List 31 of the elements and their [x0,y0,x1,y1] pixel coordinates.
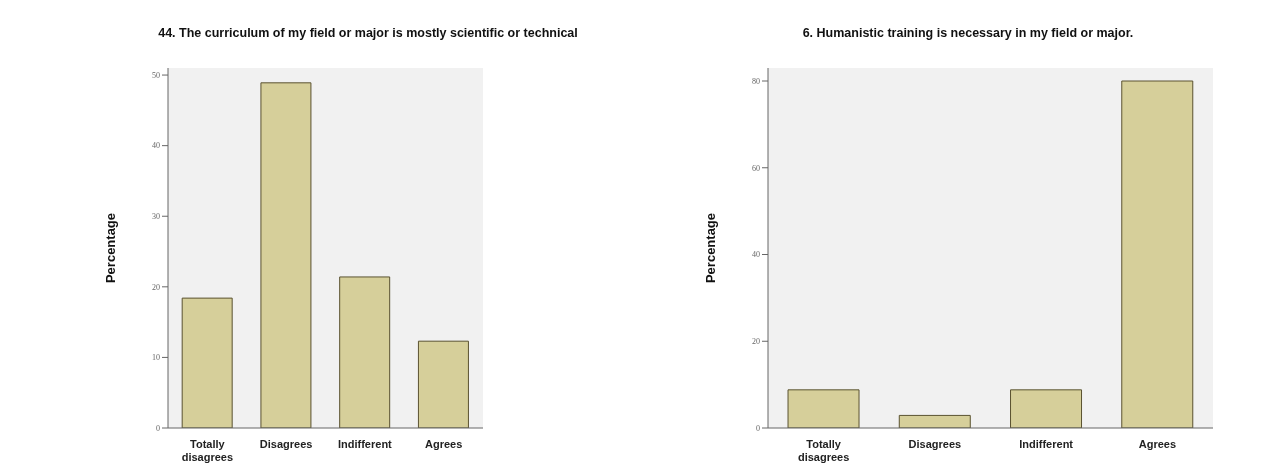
y-tick-label: 40 [152,141,160,151]
chart-title: 6. Humanistic training is necessary in my field or major. [801,26,1135,40]
bar [1010,389,1083,428]
bar [339,276,391,428]
chart-title: 44. The curriculum of my field or major is mostly scientific or technical [157,26,579,40]
bar [1121,80,1194,428]
y-tick-label: 40 [752,250,760,260]
x-tick-label: Totally disagrees [797,438,850,463]
x-tick-label: Disagrees [259,438,313,450]
y-tick-label: 10 [152,353,160,363]
y-axis-title: Percentage [102,212,118,284]
y-axis-title: Percentage [702,212,718,284]
y-tick-label: 80 [752,76,760,86]
y-tick-label: 30 [152,212,160,222]
bar [417,340,469,428]
x-tick-label: Agrees [1138,438,1177,450]
y-tick-label: 50 [152,70,160,80]
y-tick-label: 60 [752,163,760,173]
y-tick-label: 20 [752,337,760,347]
x-tick-label: Indifferent [337,438,393,450]
y-tick-label: 20 [152,282,160,292]
y-tick-label: 0 [756,423,760,433]
bar [787,389,860,428]
x-tick-label: Totally disagrees [181,438,234,463]
y-tick-label: 0 [156,423,160,433]
bar [260,82,312,428]
x-tick-label: Indifferent [1019,438,1074,450]
bar [181,297,233,428]
bar [898,414,971,428]
x-tick-label: Agrees [424,438,463,450]
x-tick-label: Disagrees [908,438,962,450]
